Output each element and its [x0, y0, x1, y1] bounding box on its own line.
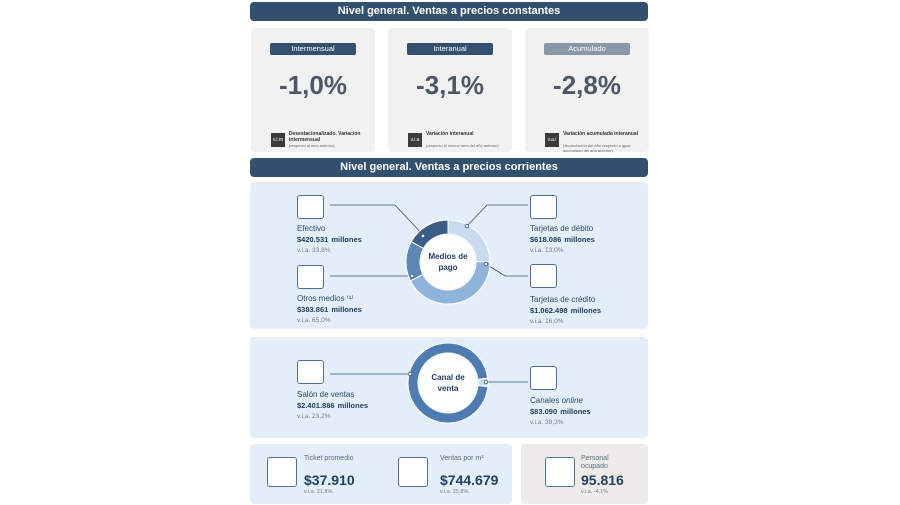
item-yoy: v.i.a. 38,3% — [530, 419, 564, 426]
item-name-text: Otros medios ⁽¹⁾ — [297, 294, 354, 303]
item-unit: millones — [560, 407, 591, 416]
note-icon: v.i.m — [271, 133, 285, 147]
leader-dot — [409, 273, 415, 279]
note-icon: v.i.a — [408, 133, 422, 147]
item-value: $1.062.498 — [530, 306, 568, 315]
item-value: $420.531 — [297, 235, 329, 244]
section-title: Nivel general. Ventas a precios corrient… — [250, 158, 648, 177]
item-name: Efectivo — [297, 224, 325, 233]
card-value: -3,1% — [416, 70, 484, 100]
note-icon: v.a.i — [545, 133, 559, 147]
item-name-text: Tarjetas de crédito — [530, 295, 596, 304]
item-name: Tarjetas de débito — [530, 224, 593, 233]
card-value: -1,0% — [279, 70, 347, 100]
leader-line — [466, 204, 528, 227]
item-yoy: v.i.a. 65,0% — [297, 317, 331, 324]
item-amount: $83.090 millones — [530, 405, 591, 417]
leader-dot — [483, 379, 489, 385]
leader-dot — [407, 371, 413, 377]
donut-center: Medios de pago — [428, 252, 468, 272]
donut-segment — [407, 342, 489, 424]
kpi-value: $744.679 — [440, 472, 499, 488]
kpi-label: Personal ocupado — [581, 455, 609, 470]
item-name: Salón de ventas — [297, 390, 354, 399]
leader-line — [485, 263, 528, 277]
donut-hole — [421, 235, 475, 289]
note-title: Variación interanual — [426, 131, 474, 137]
item-yoy: v.i.a. 16,0% — [530, 318, 564, 325]
item-icon — [530, 195, 557, 219]
donut-center: Canal de venta — [431, 373, 465, 393]
item-icon — [297, 265, 324, 289]
note-sub: (respecto al mismo mes del año anterior) — [426, 143, 499, 148]
item-name-text: Tarjetas de débito — [530, 224, 594, 233]
item-unit: millones — [331, 235, 362, 244]
item-yoy: v.i.a. 13,0% — [530, 247, 564, 254]
item-icon — [530, 366, 557, 390]
leader-dot — [464, 223, 470, 229]
item-yoy: v.i.a. 23,2% — [297, 413, 331, 420]
leader-dot — [483, 261, 489, 267]
note-sub: (acumulación del año respecto a igual ac… — [563, 143, 631, 153]
note-title: Desestacionalizado. Variación intermensu… — [289, 131, 361, 143]
item-value: $83.090 — [530, 407, 558, 416]
item-unit: millones — [337, 401, 369, 410]
kpi-label: Ticket promedio — [304, 455, 354, 462]
note-sub: (respecto al mes anterior) — [289, 143, 335, 148]
kpi-value: 95.816 — [581, 472, 624, 488]
leader-line — [330, 204, 425, 237]
item-amount: $2.401.886 millones — [297, 399, 368, 411]
kpi-icon — [545, 457, 575, 487]
section-title: Nivel general. Ventas a precios constant… — [250, 2, 648, 21]
card-tag: Acumulado — [544, 43, 630, 55]
item-amount: $383.861 millones — [297, 303, 362, 315]
note-title: Variación acumulada interanual — [563, 131, 639, 137]
kpi-yoy: v.i.a. -4,1% — [581, 489, 609, 495]
donut-segment — [410, 219, 449, 250]
item-unit: millones — [564, 235, 595, 244]
item-unit: millones — [570, 306, 602, 315]
item-value: $618.086 — [530, 235, 562, 244]
kpi-icon — [398, 457, 428, 487]
item-unit: millones — [331, 305, 362, 314]
kpi-yoy: v.i.a. 25,8% — [440, 489, 469, 495]
card-tag: Intermensual — [270, 43, 356, 55]
item-name: Canales online — [530, 396, 583, 405]
leader-dot — [420, 233, 426, 239]
item-name-em: online — [561, 396, 583, 405]
kpi-icon — [267, 457, 297, 487]
kpi-panel — [521, 444, 648, 504]
item-amount: $1.062.498 millones — [530, 304, 601, 316]
item-icon — [530, 264, 557, 288]
item-name-text: Canales — [530, 396, 560, 405]
item-amount: $420.531 millones — [297, 233, 362, 245]
item-icon — [297, 195, 324, 219]
item-name: Tarjetas de crédito — [530, 295, 595, 304]
item-name: Otros medios ⁽¹⁾ — [297, 294, 353, 303]
card-tag: Interanual — [407, 43, 493, 55]
item-name-text: Efectivo — [297, 224, 326, 233]
item-icon — [297, 360, 324, 384]
donut-hole — [419, 354, 477, 412]
item-yoy: v.i.a. 33,8% — [297, 247, 331, 254]
card-value: -2,8% — [553, 70, 621, 100]
kpi-yoy: v.i.a. 21,8% — [304, 489, 333, 495]
kpi-label: Ventas por m² — [440, 455, 484, 462]
item-value: $383.861 — [297, 305, 329, 314]
item-value: $2.401.886 — [297, 401, 335, 410]
item-name-text: Salón de ventas — [297, 390, 355, 399]
item-amount: $618.086 millones — [530, 233, 595, 245]
kpi-value: $37.910 — [304, 472, 355, 488]
leader-lines — [330, 204, 528, 383]
